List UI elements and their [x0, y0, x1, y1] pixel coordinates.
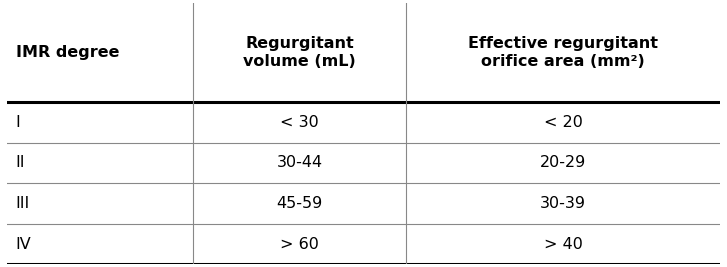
Text: 20-29: 20-29 — [540, 155, 586, 170]
Text: Effective regurgitant
orifice area (mm²): Effective regurgitant orifice area (mm²) — [468, 36, 658, 69]
Text: Regurgitant
volume (mL): Regurgitant volume (mL) — [243, 36, 356, 69]
Text: IMR degree: IMR degree — [16, 45, 119, 60]
Text: I: I — [16, 115, 20, 130]
Text: 45-59: 45-59 — [276, 196, 323, 211]
Text: III: III — [16, 196, 30, 211]
Text: IV: IV — [16, 237, 31, 252]
Text: > 60: > 60 — [280, 237, 319, 252]
Text: > 40: > 40 — [544, 237, 582, 252]
Text: II: II — [16, 155, 25, 170]
Text: 30-39: 30-39 — [540, 196, 586, 211]
Text: < 20: < 20 — [544, 115, 582, 130]
Text: 30-44: 30-44 — [276, 155, 323, 170]
Text: < 30: < 30 — [280, 115, 318, 130]
